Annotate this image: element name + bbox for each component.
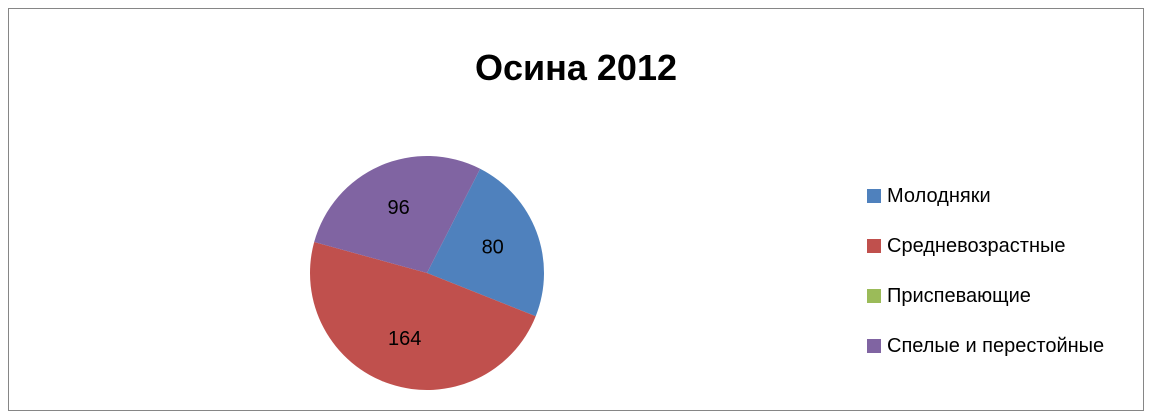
legend-label: Молодняки — [887, 184, 991, 207]
data-label-1: 164 — [388, 328, 421, 350]
legend-swatch — [867, 339, 881, 353]
legend-swatch — [867, 239, 881, 253]
pie-slice-3 — [314, 155, 481, 273]
legend-swatch — [867, 289, 881, 303]
legend-label: Приспевающие — [887, 284, 1031, 307]
legend-item: Молодняки — [867, 183, 1104, 209]
legend-item: Средневозрастные — [867, 233, 1104, 259]
chart-frame: Осина 2012 80 164 96 Молодняки Средневозрас… — [8, 8, 1144, 411]
legend-swatch — [867, 189, 881, 203]
pie-slice-0 — [427, 168, 544, 317]
legend-label: Спелые и перестойные — [887, 334, 1105, 357]
data-label-0: 80 — [482, 237, 504, 259]
pie-chart: 80 164 96 — [309, 155, 544, 391]
legend-label: Средневозрастные — [887, 234, 1066, 257]
data-label-3: 96 — [388, 197, 410, 219]
chart-legend: Молодняки Средневозрастные Приспевающие Спе… — [867, 183, 1104, 383]
legend-item: Спелые и перестойные — [867, 333, 1104, 359]
pie-slice-1 — [309, 242, 536, 391]
legend-item: Приспевающие — [867, 283, 1104, 309]
chart-title: Осина 2012 — [474, 47, 677, 88]
